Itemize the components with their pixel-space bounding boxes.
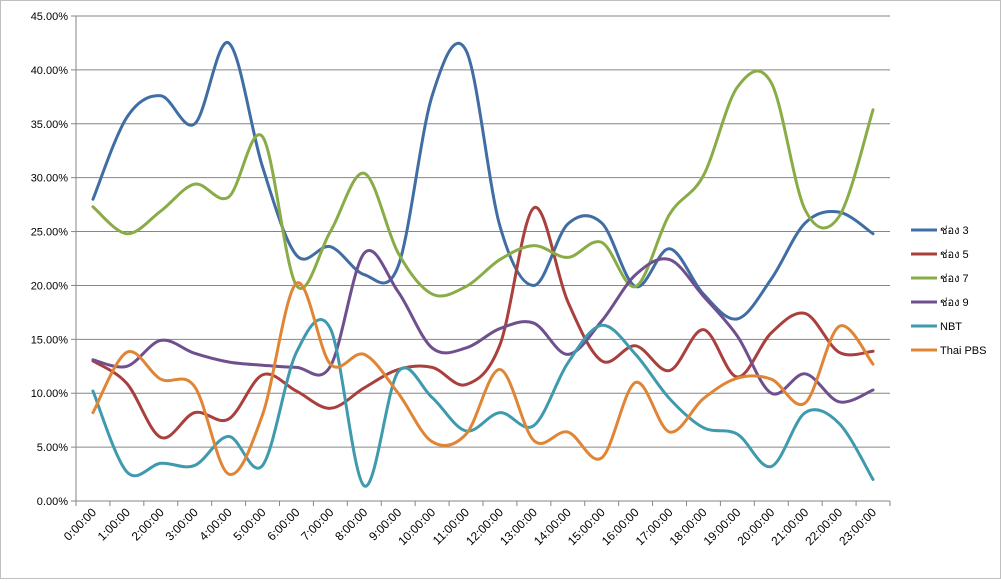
y-tick-label: 10.00%	[31, 388, 69, 400]
legend-label: Thai PBS	[940, 345, 986, 357]
legend: ช่อง 3 ช่อง 5 ช่อง 7 ช่อง 9 NBT Thai PBS	[911, 225, 986, 357]
x-tick-label: 23:00:00	[836, 505, 879, 548]
y-tick-label: 40.00%	[31, 65, 69, 77]
series-line	[91, 281, 875, 476]
x-axis-tick-labels: 0:00:001:00:002:00:003:00:004:00:005:00:…	[61, 505, 880, 548]
y-tick-label: 20.00%	[31, 280, 69, 292]
legend-label: ช่อง 7	[940, 273, 969, 285]
legend-label: ช่อง 5	[940, 249, 969, 261]
x-tick-label: 10:00:00	[395, 505, 438, 548]
y-tick-label: 30.00%	[31, 173, 69, 185]
x-tick-label: 0:00:00	[61, 505, 99, 543]
x-tick-label: 7:00:00	[298, 505, 336, 543]
x-tick-label: 1:00:00	[95, 505, 133, 543]
series-line	[91, 69, 875, 298]
series-line	[91, 249, 875, 404]
x-tick-label: 6:00:00	[264, 505, 302, 543]
y-tick-label: 15.00%	[31, 334, 69, 346]
y-tick-label: 25.00%	[31, 227, 69, 239]
series-line	[91, 318, 875, 488]
y-tick-label: 5.00%	[37, 442, 68, 454]
x-tick-label: 5:00:00	[230, 505, 268, 543]
x-tick-label: 8:00:00	[332, 505, 370, 543]
series-lines	[91, 41, 875, 488]
legend-label: ช่อง 9	[940, 297, 969, 309]
series-line	[91, 206, 875, 440]
legend-label: ช่อง 3	[940, 225, 969, 237]
y-tick-label: 0.00%	[37, 496, 68, 508]
axes	[71, 15, 891, 506]
x-tick-label: 2:00:00	[129, 505, 167, 543]
legend-label: NBT	[940, 321, 962, 333]
y-tick-label: 35.00%	[31, 119, 69, 131]
y-axis-tick-labels: 0.00% 5.00% 10.00% 15.00% 20.00% 25.00% 30.00%…	[31, 11, 69, 508]
x-tick-label: 4:00:00	[197, 505, 235, 543]
gridlines	[76, 15, 890, 448]
y-tick-label: 45.00%	[31, 11, 69, 23]
x-tick-label: 3:00:00	[163, 505, 201, 543]
series-line	[91, 41, 875, 321]
